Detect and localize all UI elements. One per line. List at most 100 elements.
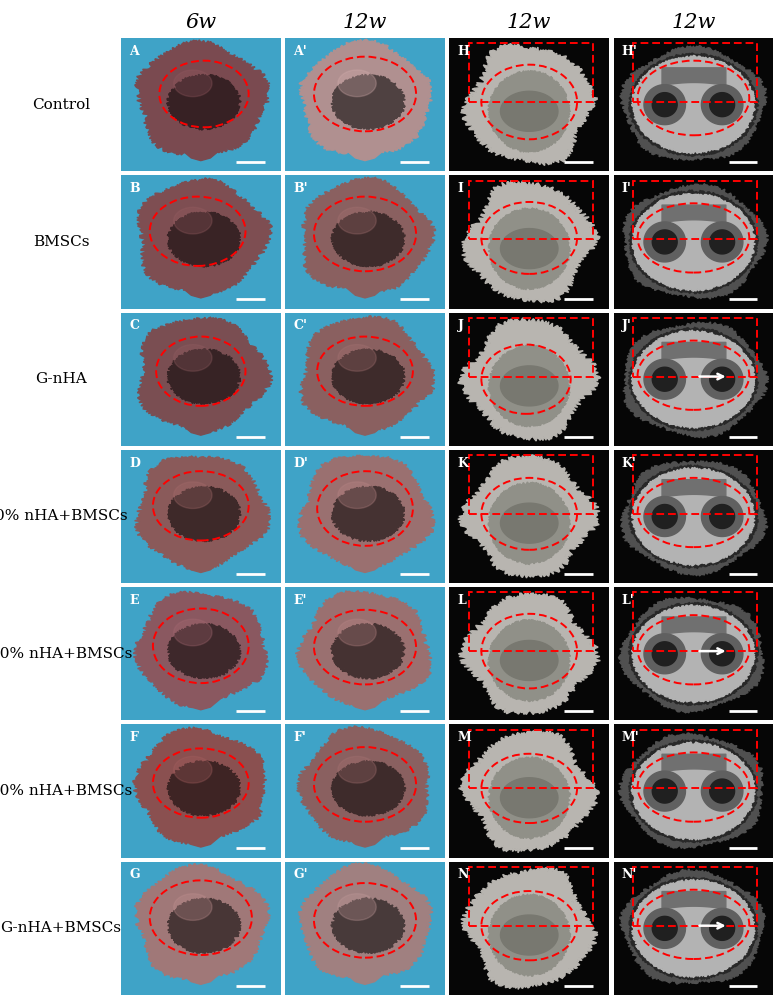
Text: B': B' — [293, 182, 308, 195]
Polygon shape — [173, 756, 212, 783]
Polygon shape — [167, 623, 241, 679]
Polygon shape — [134, 591, 268, 708]
Polygon shape — [644, 634, 686, 674]
Polygon shape — [298, 863, 433, 978]
Polygon shape — [640, 886, 746, 970]
Polygon shape — [629, 53, 759, 156]
Polygon shape — [620, 461, 768, 576]
Text: Control: Control — [32, 98, 90, 112]
Polygon shape — [301, 177, 436, 292]
Polygon shape — [167, 898, 241, 953]
Polygon shape — [640, 612, 746, 696]
Text: 70% nHA+BMSCs: 70% nHA+BMSCs — [0, 784, 132, 798]
Polygon shape — [710, 367, 735, 391]
Text: H: H — [458, 45, 469, 58]
Text: BMSCs: BMSCs — [33, 235, 89, 249]
Polygon shape — [134, 863, 270, 979]
Bar — [633, 43, 758, 102]
Polygon shape — [632, 879, 755, 977]
Polygon shape — [631, 330, 755, 428]
Text: G-nHA+BMSCs: G-nHA+BMSCs — [1, 921, 121, 935]
Polygon shape — [173, 619, 212, 646]
Polygon shape — [137, 317, 273, 432]
Text: G: G — [129, 868, 140, 881]
Polygon shape — [501, 640, 558, 680]
Polygon shape — [488, 208, 570, 290]
Polygon shape — [331, 74, 405, 130]
Polygon shape — [710, 230, 735, 254]
Bar — [633, 181, 758, 239]
Polygon shape — [701, 908, 743, 948]
Polygon shape — [632, 194, 755, 291]
Polygon shape — [182, 277, 220, 298]
Polygon shape — [628, 465, 758, 568]
Text: G-nHA: G-nHA — [35, 372, 87, 386]
Polygon shape — [167, 212, 241, 267]
Text: N': N' — [622, 868, 637, 881]
Polygon shape — [338, 619, 376, 646]
Text: J': J' — [622, 319, 632, 332]
Text: I: I — [458, 182, 463, 195]
Text: G': G' — [293, 868, 308, 881]
Text: H': H' — [622, 45, 637, 58]
Polygon shape — [652, 93, 677, 117]
Bar — [469, 867, 593, 926]
Polygon shape — [710, 642, 735, 666]
Polygon shape — [640, 475, 746, 558]
Text: A: A — [129, 45, 139, 58]
Polygon shape — [182, 551, 220, 572]
Bar — [469, 318, 593, 377]
Polygon shape — [346, 414, 384, 435]
Polygon shape — [346, 551, 384, 572]
Polygon shape — [629, 877, 758, 980]
Polygon shape — [346, 963, 384, 984]
Bar — [633, 455, 758, 514]
Bar — [469, 592, 593, 651]
Polygon shape — [640, 63, 746, 147]
Polygon shape — [644, 497, 686, 536]
Polygon shape — [173, 894, 212, 920]
Polygon shape — [644, 222, 686, 262]
Polygon shape — [652, 916, 677, 940]
Bar — [469, 730, 593, 788]
Polygon shape — [644, 359, 686, 399]
Polygon shape — [631, 605, 755, 703]
Polygon shape — [338, 345, 376, 371]
Polygon shape — [299, 316, 435, 431]
Polygon shape — [166, 74, 241, 130]
Text: M: M — [458, 731, 471, 744]
Text: E: E — [129, 594, 138, 607]
Polygon shape — [640, 337, 746, 421]
Polygon shape — [629, 739, 758, 843]
Text: K: K — [458, 457, 469, 470]
Polygon shape — [501, 91, 558, 131]
Polygon shape — [501, 229, 558, 269]
Bar — [633, 592, 758, 651]
Polygon shape — [488, 345, 570, 427]
Polygon shape — [167, 761, 241, 816]
Polygon shape — [167, 349, 241, 404]
Polygon shape — [182, 414, 220, 435]
Polygon shape — [640, 200, 746, 284]
Polygon shape — [710, 779, 735, 803]
Polygon shape — [618, 733, 763, 849]
Polygon shape — [701, 222, 743, 262]
Polygon shape — [338, 756, 376, 783]
Polygon shape — [458, 730, 599, 853]
Polygon shape — [488, 619, 570, 702]
Polygon shape — [710, 916, 735, 940]
Polygon shape — [488, 70, 571, 152]
Polygon shape — [710, 93, 735, 117]
Polygon shape — [701, 85, 743, 125]
Polygon shape — [622, 184, 769, 299]
Text: C': C' — [293, 319, 307, 332]
Polygon shape — [331, 624, 405, 679]
Polygon shape — [346, 139, 384, 161]
Polygon shape — [632, 467, 755, 566]
Text: 12w: 12w — [507, 13, 551, 32]
Polygon shape — [182, 688, 220, 710]
Polygon shape — [461, 44, 597, 166]
Polygon shape — [458, 318, 601, 441]
Text: L': L' — [622, 594, 634, 607]
Polygon shape — [701, 634, 743, 674]
